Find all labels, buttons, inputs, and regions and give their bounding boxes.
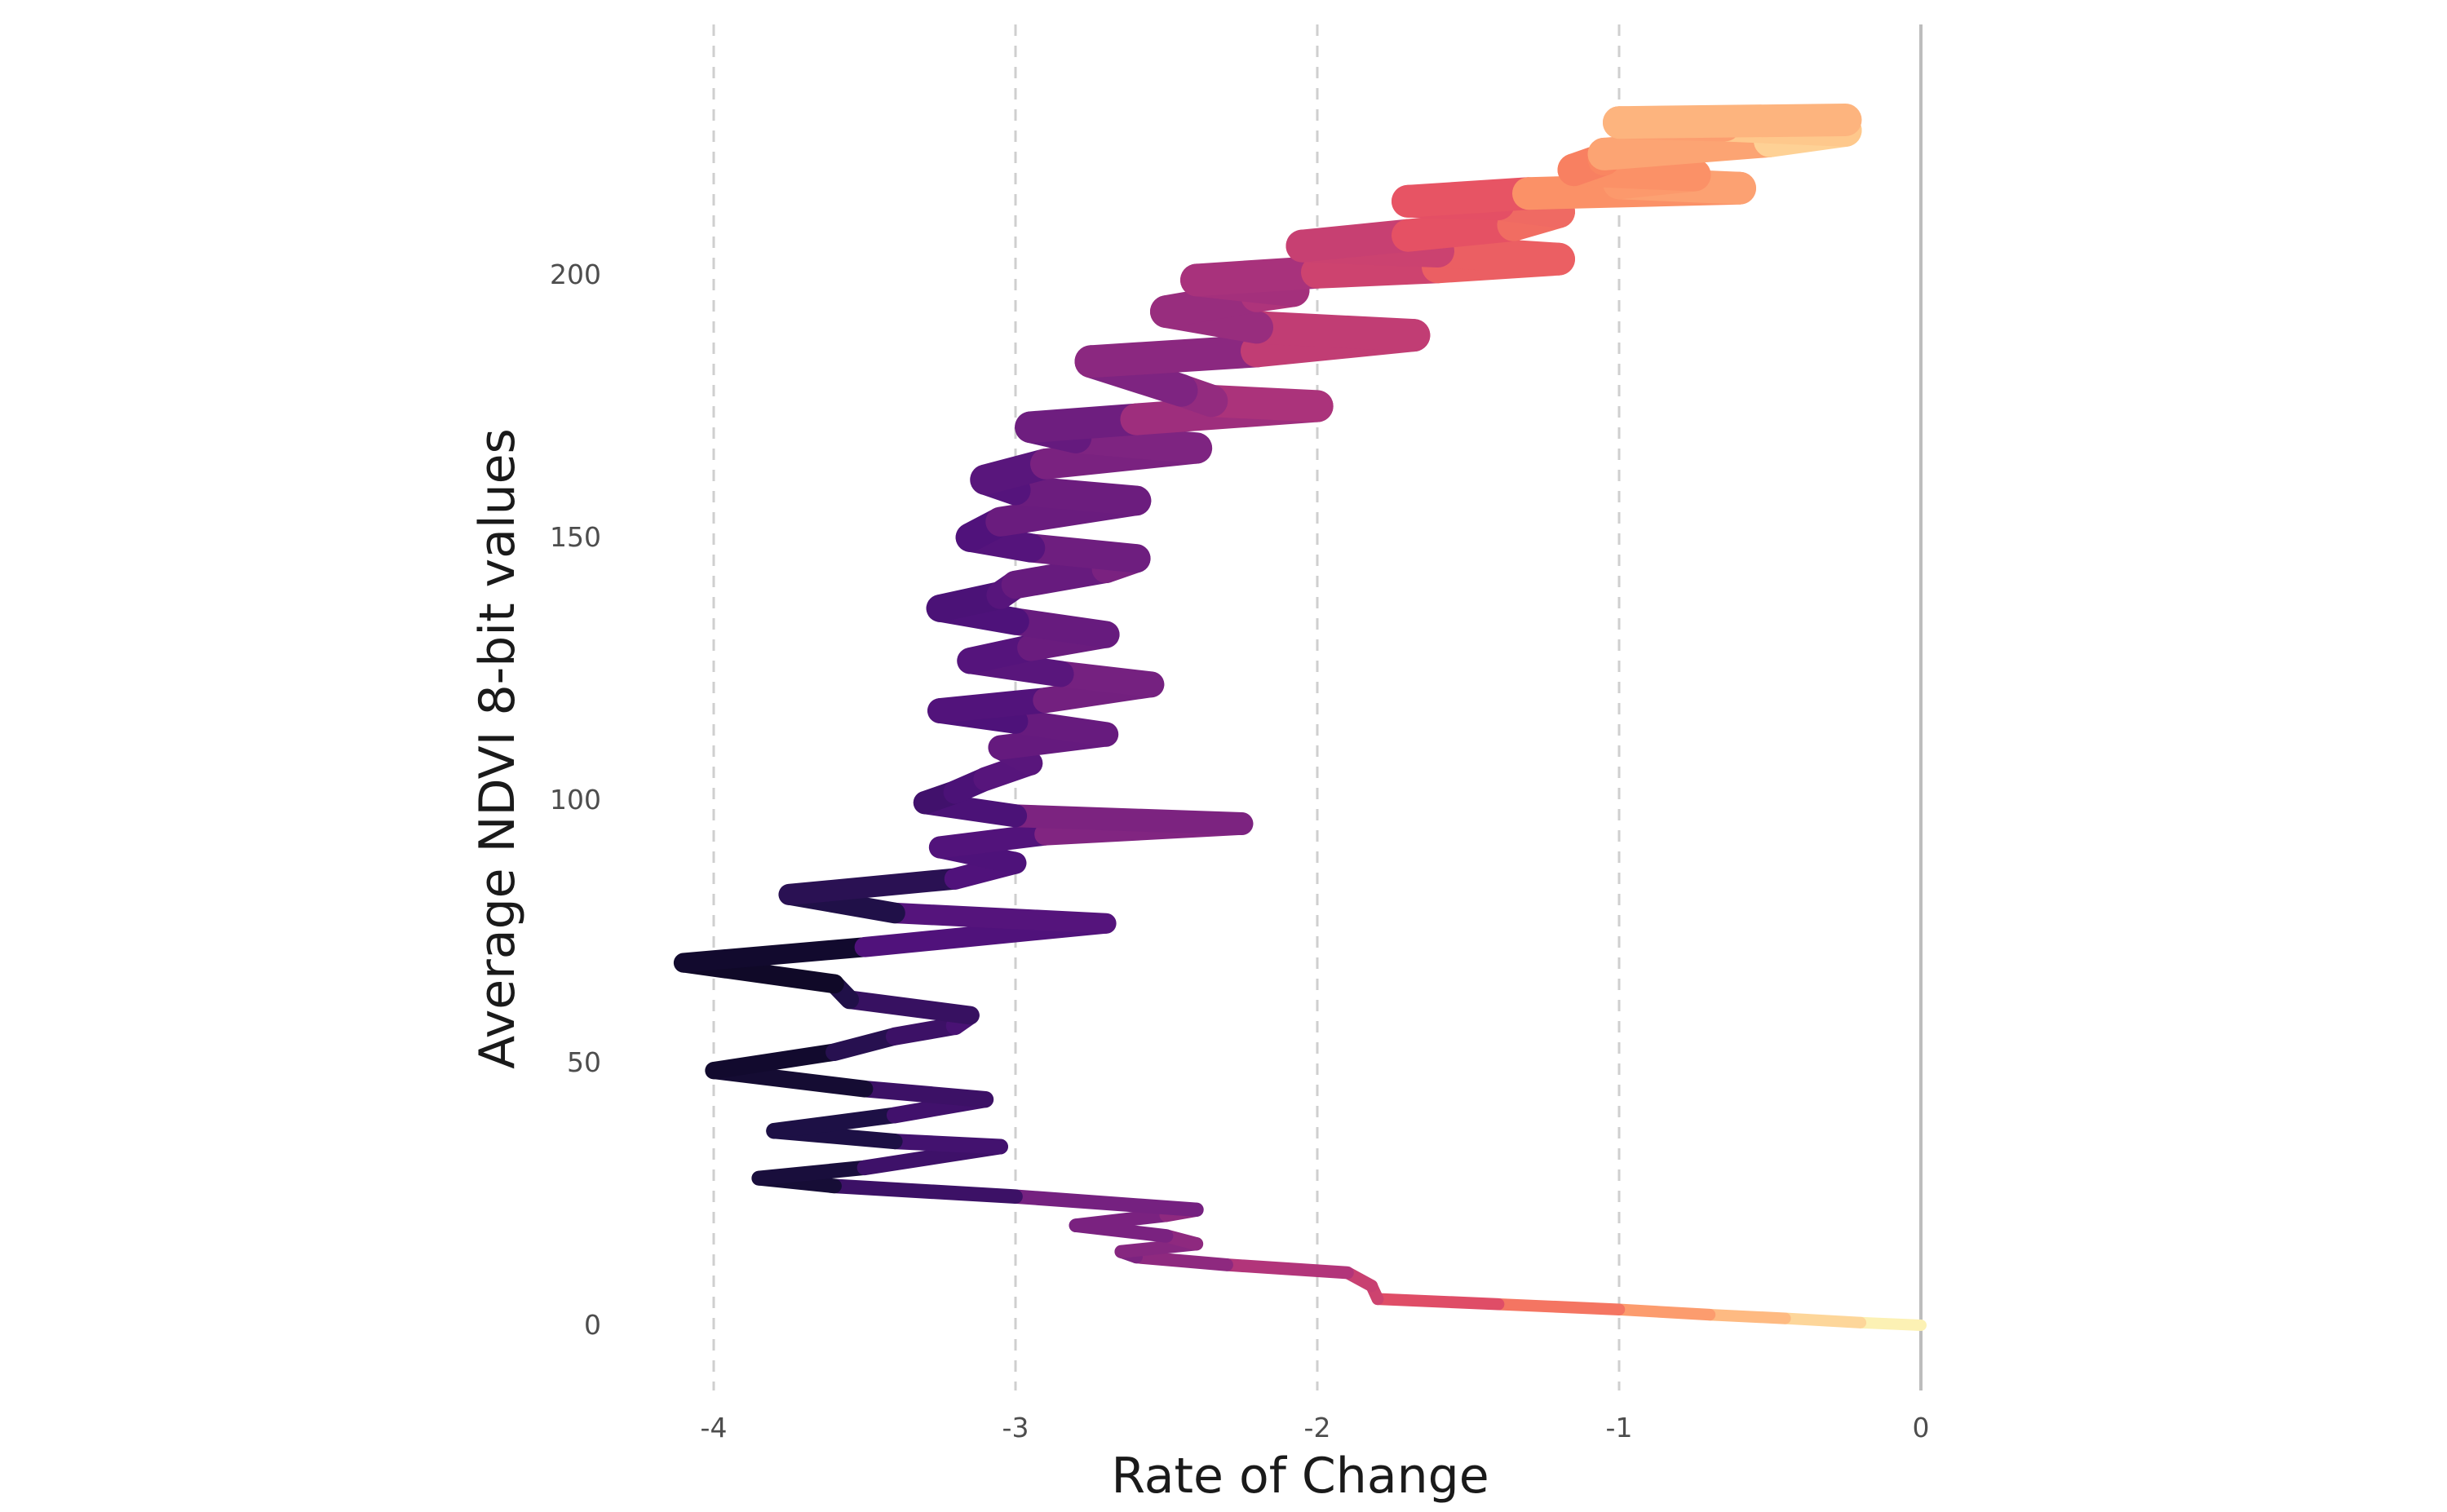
line-segment [928, 823, 1057, 859]
line-segment [887, 1134, 1008, 1155]
line-segment [1392, 177, 1545, 218]
line-segment [1008, 1189, 1204, 1218]
line-segment [673, 937, 875, 973]
line-segment [856, 1080, 994, 1108]
line-segment [1613, 1303, 1716, 1321]
line-segment [1492, 1298, 1626, 1315]
line-segment [1587, 124, 1786, 170]
line-segment [1060, 422, 1213, 464]
x-axis-ticks: -4 -3 -2 -1 0 [701, 1412, 1930, 1443]
line-segment [1603, 104, 1862, 139]
line-segment [1703, 1308, 1791, 1324]
y-axis-ticks: 0 50 100 150 200 [550, 259, 601, 1341]
line-segment [1392, 208, 1530, 252]
line-segment [1855, 1316, 1927, 1331]
line-segment [1016, 533, 1151, 573]
line-segment [751, 1160, 873, 1186]
x-axis-title: Rate of Change [1111, 1448, 1489, 1505]
line-segment [1002, 608, 1120, 648]
line-segment [1069, 1208, 1174, 1233]
line-segment [1015, 403, 1153, 444]
line-segment [1001, 555, 1121, 599]
y-tick-label: 100 [550, 784, 601, 816]
line-segment [1004, 804, 1254, 835]
line-segment [825, 1027, 904, 1061]
data-line [673, 104, 1927, 1331]
line-segment [1074, 334, 1273, 378]
line-segment [1220, 1258, 1354, 1280]
y-tick-label: 50 [567, 1046, 601, 1078]
y-tick-label: 0 [584, 1309, 601, 1341]
line-segment [1047, 661, 1165, 698]
line-segment [1422, 235, 1575, 276]
line-segment [705, 1043, 843, 1080]
line-segment [1180, 255, 1334, 297]
x-tick-label: -3 [1002, 1412, 1029, 1443]
y-axis-title: Average NDVI 8-bit values [469, 428, 526, 1069]
line-segment [778, 868, 967, 905]
line-segment [885, 1016, 965, 1046]
x-tick-label: 0 [1913, 1412, 1930, 1443]
line-segment [1285, 219, 1424, 263]
line-segment [840, 990, 980, 1025]
line-segment [1195, 384, 1334, 422]
line-segment [927, 687, 1059, 723]
line-segment [884, 902, 1117, 934]
x-tick-label: -2 [1304, 1412, 1331, 1443]
line-segment [766, 1107, 903, 1139]
line-segment [1371, 1293, 1505, 1311]
line-segment [1241, 311, 1431, 352]
line-segment [1000, 475, 1152, 516]
line-segment [827, 1178, 1023, 1205]
line-segment [1779, 1312, 1867, 1329]
y-tick-label: 150 [550, 521, 601, 553]
line-segment [1130, 1250, 1233, 1271]
line-segment [1002, 709, 1119, 747]
line-segment [1301, 250, 1454, 289]
x-tick-label: -1 [1606, 1412, 1633, 1443]
y-tick-label: 200 [550, 259, 601, 290]
x-tick-label: -4 [701, 1412, 728, 1443]
